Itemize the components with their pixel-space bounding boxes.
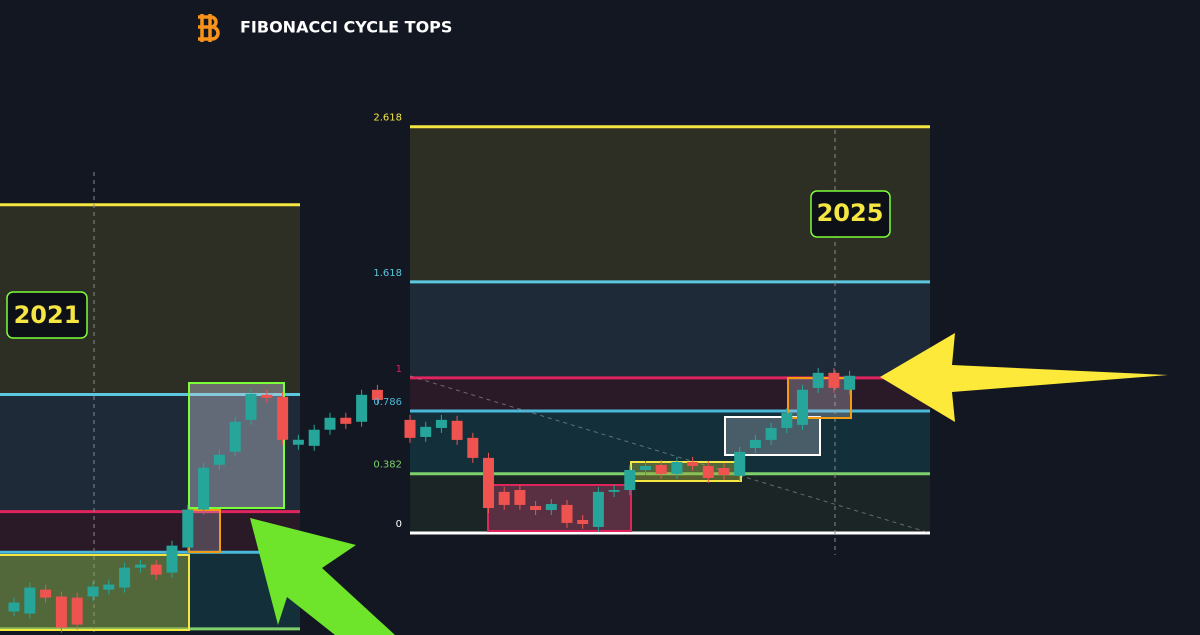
zone [410,377,930,412]
arrow [250,518,395,635]
candle [87,586,99,597]
candle [514,490,526,505]
annotation-box [6,291,88,339]
candle [844,375,856,390]
candle [150,564,162,575]
zone [410,473,930,534]
candle [119,567,131,588]
candle [530,506,542,511]
candle [545,503,557,511]
candle [261,394,273,398]
y-tick-label: 1.618 [373,268,402,279]
arrow [880,333,1168,422]
candle [483,457,494,509]
zone [0,511,300,553]
candle [451,420,463,440]
trend-line [409,375,931,534]
candle [435,419,447,428]
candle [166,545,178,573]
y-tick-label: 2.618 [373,113,402,124]
candle [765,427,777,440]
y-tick-label: 0.382 [373,460,402,471]
candle [198,467,210,510]
candle [213,454,225,465]
candle [404,419,416,438]
candle [245,393,257,420]
annotation: 2025 [817,199,884,227]
candle [371,389,383,400]
candle [734,451,746,476]
candle [749,439,761,448]
zone [410,281,930,378]
bitcoin-glyph [198,14,220,42]
candle [655,464,667,474]
candle [592,491,604,527]
candle [103,584,115,590]
bitcoin-icon [198,14,220,42]
title: FIBONACCI CYCLE TOPS [240,18,452,37]
candle [324,417,336,430]
candle [671,461,683,474]
candle [687,461,699,466]
candle [498,491,510,505]
candle [608,490,620,492]
candle [308,429,320,446]
annotation: 2021 [14,301,81,329]
candle [797,389,808,425]
candle [577,519,589,525]
y-tick-label: 0.786 [373,397,402,408]
candle [277,396,289,440]
y-tick-label: 0 [396,519,402,530]
candle [24,587,36,614]
candle [561,504,573,523]
candle [467,437,479,458]
tick-labels: 0 0.382 0.786 1 1.618 2.618 [373,113,402,530]
candle [229,421,241,452]
candle [55,596,67,628]
candle [356,394,368,422]
y-tick-label: 1 [396,364,402,375]
highlight-box [487,484,632,532]
highlight-box [188,509,221,553]
candle [702,465,714,478]
candle [624,470,636,491]
candles [8,367,856,633]
candle [292,439,304,445]
zone [410,411,930,474]
candle [718,467,730,475]
candle [340,417,352,424]
annotation-box [810,190,891,238]
candle [828,372,840,388]
candle [134,564,146,568]
candle [420,426,432,437]
candle [71,597,83,625]
candle [781,412,793,428]
candle [640,465,651,471]
candle [40,589,52,598]
candle [182,509,194,548]
candle [8,602,20,612]
candle [812,372,824,388]
